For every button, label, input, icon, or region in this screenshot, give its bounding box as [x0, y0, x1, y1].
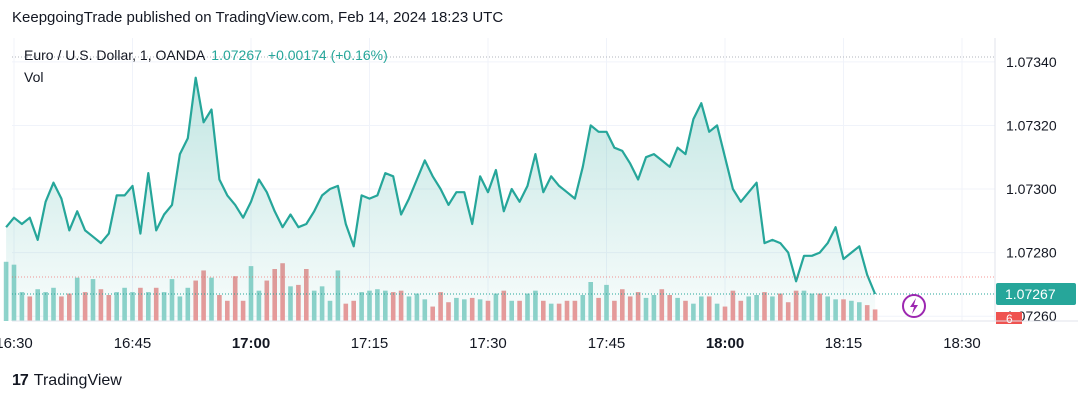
chart-overlay	[12, 276, 995, 318]
time-axis[interactable]: 16:30 16:45 17:00 17:15 17:30 17:45 18:00 18:15…	[0, 320, 1078, 352]
tradingview-logo[interactable]: 17 TradingView	[12, 372, 122, 390]
y-tick-label: 1.07300	[1006, 181, 1057, 197]
x-tick-label: 17:45	[588, 335, 626, 352]
last-price-badge-label: 1.07267	[1005, 286, 1056, 302]
volume-badge-label: 6	[1006, 312, 1013, 326]
y-tick-label: 1.07340	[1006, 54, 1057, 70]
x-tick-label: 17:15	[351, 335, 389, 352]
chart-legend: Euro / U.S. Dollar, 1, OANDA 1.07267 +0.…	[24, 47, 388, 63]
x-tick-label: 17:30	[469, 335, 507, 352]
lightning-icon	[910, 298, 918, 314]
y-tick-label: 1.07280	[1006, 245, 1057, 261]
x-tick-label: 16:30	[0, 335, 33, 352]
x-tick-label: 18:30	[943, 335, 981, 352]
volume-label[interactable]: Vol	[24, 69, 44, 85]
x-tick-label: 18:15	[825, 335, 863, 352]
x-tick-label: 17:00	[232, 335, 270, 352]
tradingview-logo-icon: 17	[12, 372, 29, 389]
price-line[interactable]	[5, 76, 877, 295]
last-price: 1.07267	[211, 47, 262, 63]
price-area	[5, 76, 877, 321]
price-change: +0.00174 (+0.16%)	[267, 47, 388, 63]
last-price-badge	[996, 282, 1076, 305]
volume-bar	[3, 261, 9, 321]
publish-header: KeepgoingTrade published on TradingView.…	[12, 9, 504, 26]
price-axis[interactable]: 1.073401.073201.073001.072801.072601.072…	[994, 38, 1076, 326]
symbol-title[interactable]: Euro / U.S. Dollar, 1, OANDA	[24, 47, 206, 63]
x-tick-label: 16:45	[114, 335, 152, 352]
brand-name: TradingView	[33, 372, 122, 389]
price-area-fill	[6, 77, 876, 321]
y-tick-label: 1.07320	[1006, 117, 1057, 133]
x-tick-label: 18:00	[706, 335, 744, 352]
